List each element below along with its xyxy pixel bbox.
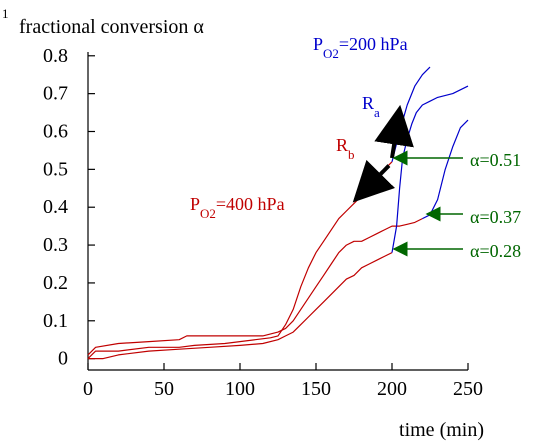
series-5 bbox=[422, 119, 469, 220]
alpha-051-rest: =0.51 bbox=[479, 150, 521, 170]
ra-sub: a bbox=[374, 105, 380, 120]
rb-sub: b bbox=[348, 147, 355, 162]
po2-200-rest: =200 hPa bbox=[339, 34, 408, 54]
ra-r: R bbox=[362, 93, 374, 113]
x-tick-label-200: 200 bbox=[377, 378, 407, 400]
series-0 bbox=[87, 161, 393, 360]
ra-arrow bbox=[374, 104, 414, 159]
alpha-028-rest: =0.28 bbox=[479, 241, 521, 261]
series-3 bbox=[391, 85, 469, 253]
alpha-051-alpha: α bbox=[470, 150, 480, 170]
y-tick-label-0.4: 0.4 bbox=[43, 196, 68, 218]
x-tick-label-100: 100 bbox=[225, 378, 255, 400]
y-tick-label-0.5: 0.5 bbox=[43, 158, 68, 180]
annotation-po2-400: PO2=400 hPa bbox=[190, 194, 285, 221]
po2-400-rest: =400 hPa bbox=[216, 194, 285, 214]
y-tick-label-0.1: 0.1 bbox=[43, 310, 68, 332]
annotation-po2-200: PO2=200 hPa bbox=[313, 34, 408, 61]
annotation-alpha-0-51: α=0.51 bbox=[470, 150, 521, 170]
rb-r: R bbox=[336, 135, 348, 155]
series-2 bbox=[88, 252, 393, 360]
annotation-alpha-0-28: α=0.28 bbox=[470, 241, 521, 261]
x-axis-label: time (min) bbox=[399, 419, 484, 441]
y-axis-label: fractional conversion α bbox=[19, 16, 204, 38]
y-tick-label-0: 0 bbox=[58, 348, 68, 370]
po2-200-sub: O2 bbox=[323, 46, 339, 61]
po2-200-p: P bbox=[313, 34, 323, 54]
y-tick-label-0.7: 0.7 bbox=[43, 83, 68, 105]
alpha-037-rest: =0.37 bbox=[479, 207, 521, 227]
y-tick-label-0.6: 0.6 bbox=[43, 121, 68, 143]
x-tick-label-150: 150 bbox=[301, 378, 331, 400]
x-tick-label-0: 0 bbox=[83, 378, 93, 400]
annotation-alpha-0-37: α=0.37 bbox=[470, 207, 521, 227]
x-tick-label-250: 250 bbox=[453, 378, 483, 400]
alpha-028-alpha: α bbox=[470, 241, 480, 261]
x-tick-label-50: 50 bbox=[154, 378, 174, 400]
series-layer bbox=[87, 66, 469, 360]
y-tick-label-0.2: 0.2 bbox=[43, 272, 68, 294]
po2-400-sub: O2 bbox=[200, 206, 216, 221]
po2-400-p: P bbox=[190, 194, 200, 214]
y-axis-label-prefix: 1 bbox=[2, 6, 9, 21]
series-1 bbox=[87, 218, 423, 356]
annotation-ra: Ra bbox=[362, 93, 380, 120]
annotation-rb: Rb bbox=[336, 135, 355, 162]
y-tick-label-0.3: 0.3 bbox=[43, 234, 68, 256]
axes: 0 50 100 150 200 250 0 0.1 0.2 0.3 0.4 0.5 0.6 0.7 0.8 bbox=[43, 45, 483, 400]
y-tick-label-0.8: 0.8 bbox=[43, 45, 68, 67]
rb-arrow bbox=[352, 159, 396, 203]
alpha-037-alpha: α bbox=[470, 207, 480, 227]
